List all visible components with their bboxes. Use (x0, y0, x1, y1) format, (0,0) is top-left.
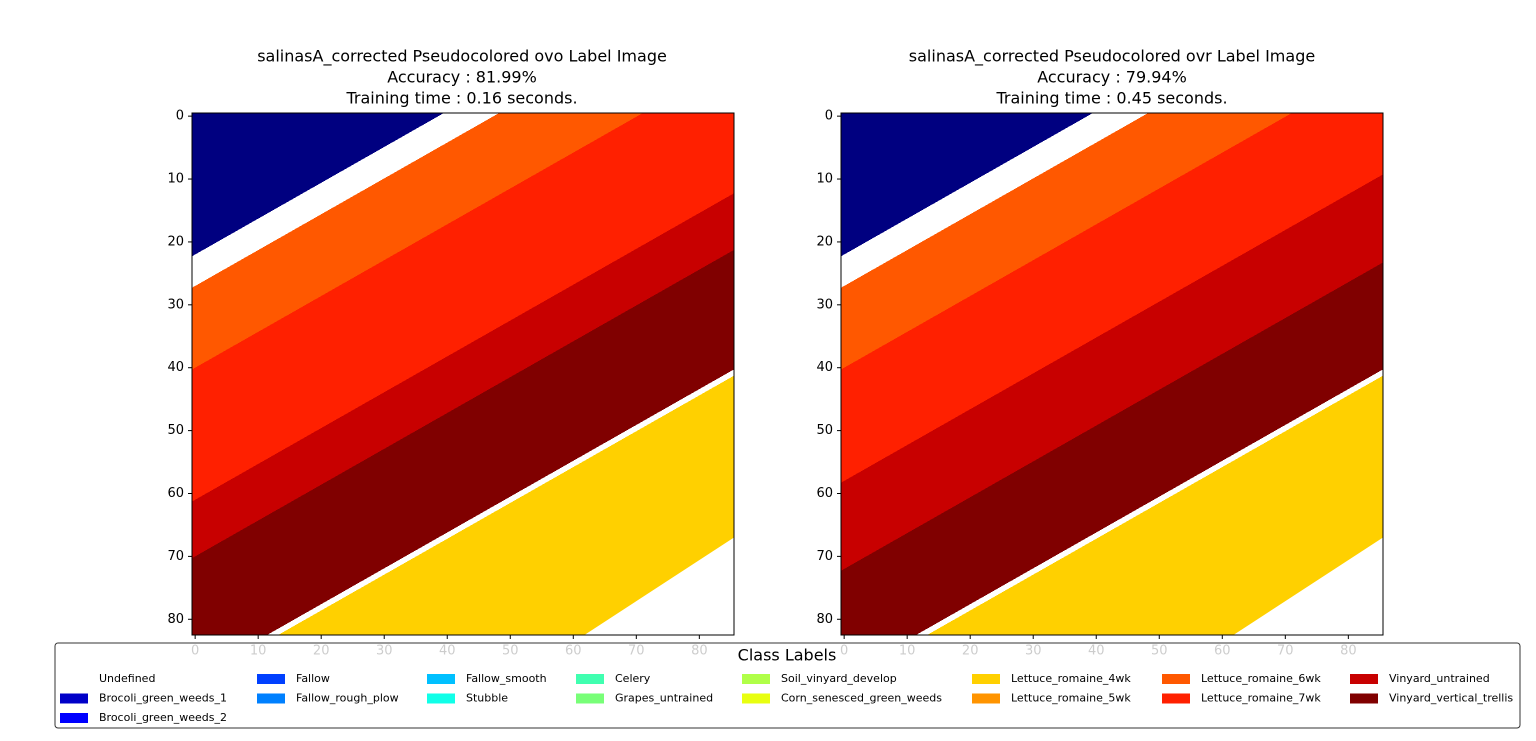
axes-frame (191, 112, 735, 636)
class-region (841, 262, 1383, 635)
y-tick-label: 80 (816, 612, 833, 627)
label-image (841, 113, 1383, 635)
legend-label: Fallow (296, 672, 330, 685)
legend-label: Fallow_rough_plow (296, 692, 399, 705)
legend-swatch (742, 693, 770, 704)
panel-title: Accuracy : 79.94% (1037, 68, 1187, 87)
y-tick-label: 10 (167, 172, 184, 187)
panel-title: salinasA_corrected Pseudocolored ovo Lab… (257, 47, 667, 67)
legend-swatch (1350, 674, 1378, 684)
class-region (192, 113, 444, 257)
panel-title: Training time : 0.45 seconds. (995, 89, 1227, 108)
legend-label: Lettuce_romaine_5wk (1011, 692, 1131, 705)
y-tick-label: 20 (816, 234, 833, 249)
y-tick-label: 70 (167, 549, 184, 564)
legend-label: Brocoli_green_weeds_2 (99, 711, 227, 724)
legend-swatch (257, 674, 285, 684)
legend-swatch (1162, 674, 1190, 684)
legend-swatch (972, 693, 1000, 704)
legend-swatch (427, 674, 455, 684)
y-tick-label: 40 (816, 360, 833, 375)
legend-label: Grapes_untrained (615, 692, 713, 705)
y-tick-label: 80 (167, 612, 184, 627)
legend-label: Lettuce_romaine_4wk (1011, 672, 1131, 685)
legend-label: Fallow_smooth (466, 672, 547, 685)
legend-swatch (60, 713, 88, 723)
legend-label: Lettuce_romaine_7wk (1201, 692, 1321, 705)
class-region (192, 193, 734, 559)
y-tick-label: 60 (167, 486, 184, 501)
y-tick-label: 60 (816, 486, 833, 501)
legend-swatch (576, 674, 604, 684)
y-tick-label: 20 (167, 234, 184, 249)
legend-swatch (427, 693, 455, 704)
label-image (192, 113, 734, 635)
legend-swatch (576, 693, 604, 704)
unlabeled-region (584, 537, 734, 635)
y-tick-label: 0 (825, 109, 833, 124)
legend-swatch (742, 674, 770, 684)
legend-label: Lettuce_romaine_6wk (1201, 672, 1321, 685)
class-region (278, 375, 734, 635)
legend-label: Vinyard_vertical_trellis (1389, 692, 1513, 705)
legend-label: Undefined (99, 672, 155, 685)
legend-label: Brocoli_green_weeds_1 (99, 692, 227, 705)
legend-box (54, 642, 1521, 729)
panel-title: Training time : 0.16 seconds. (345, 89, 577, 108)
class-region (841, 174, 1383, 571)
panel-title: salinasA_corrected Pseudocolored ovr Lab… (909, 47, 1315, 67)
y-tick-label: 50 (816, 423, 833, 438)
axes-frame (840, 112, 1384, 636)
y-tick-label: 70 (816, 549, 833, 564)
class-region (841, 113, 1292, 370)
class-region (841, 113, 1383, 483)
legend-swatch (1162, 693, 1190, 704)
legend-title: Class Labels (738, 646, 837, 665)
unlabeled-region (1233, 537, 1383, 635)
y-tick-label: 50 (167, 423, 184, 438)
legend-label: Celery (615, 672, 651, 685)
legend-label: Soil_vinyard_develop (781, 672, 897, 685)
legend-label: Corn_senesced_green_weeds (781, 692, 942, 705)
class-region (192, 249, 734, 635)
legend-label: Stubble (466, 692, 508, 705)
class-region (927, 375, 1383, 635)
legend-swatch (257, 693, 285, 704)
legend-swatch (60, 674, 88, 684)
panel-title: Accuracy : 81.99% (387, 68, 537, 87)
class-region (192, 113, 734, 502)
legend-label: Vinyard_untrained (1389, 672, 1490, 685)
class-region (192, 113, 643, 370)
y-tick-label: 0 (176, 109, 184, 124)
y-tick-label: 40 (167, 360, 184, 375)
legend-swatch (60, 693, 88, 704)
y-tick-label: 30 (816, 297, 833, 312)
legend-swatch (1350, 693, 1378, 704)
legend-swatch (972, 674, 1000, 684)
class-region (841, 113, 1093, 257)
y-tick-label: 10 (816, 172, 833, 187)
y-tick-label: 30 (167, 297, 184, 312)
